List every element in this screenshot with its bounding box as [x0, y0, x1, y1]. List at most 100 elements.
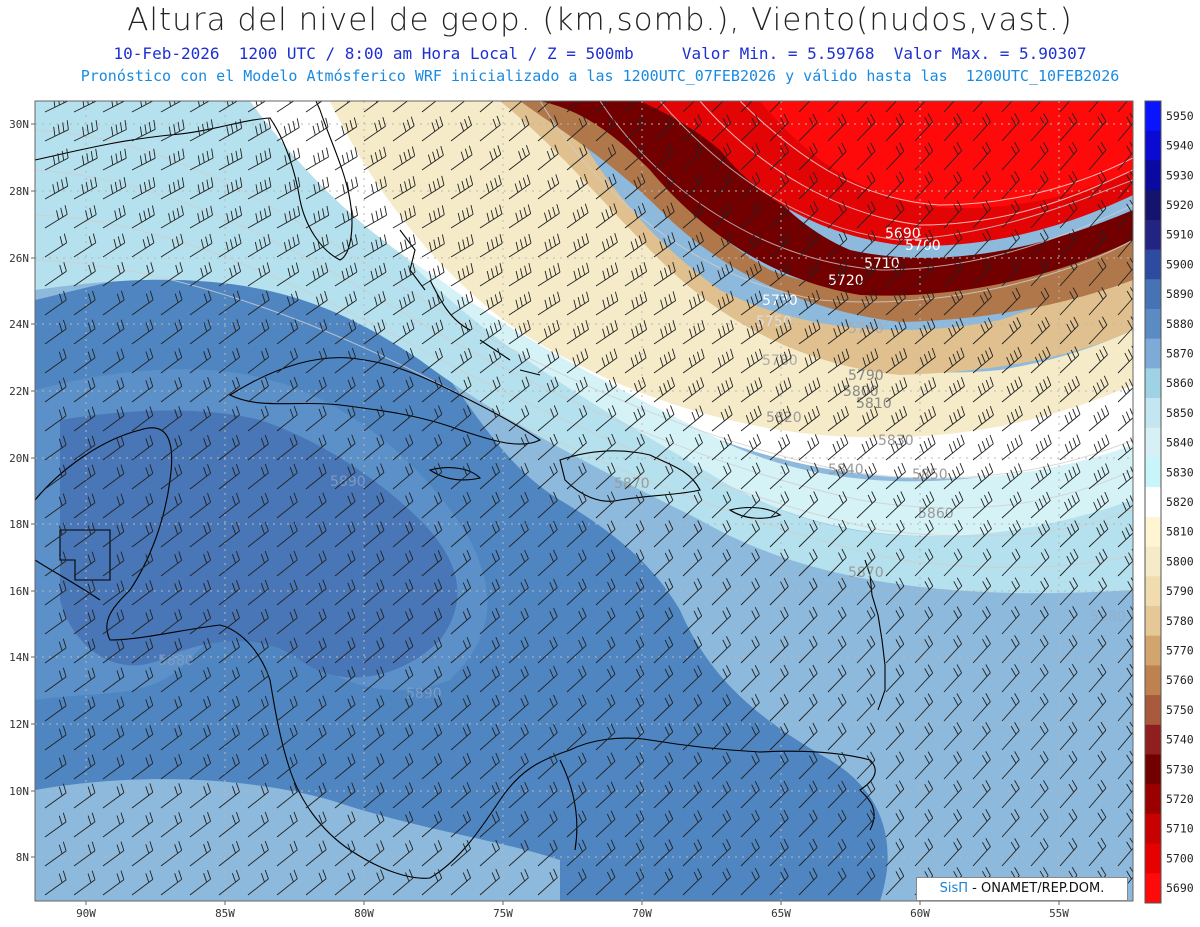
- wind-barb: [943, 101, 955, 113]
- wind-barb: [1088, 692, 1107, 722]
- wind-barb: [711, 462, 732, 490]
- wind-barb: [972, 347, 994, 374]
- wind-barb: [711, 348, 734, 374]
- wind-barb: [479, 262, 503, 287]
- wind-barb: [624, 320, 648, 345]
- latitude-labels: 30N 28N 26N 24N 22N 20N 18N 16N 14N 12N …: [9, 118, 29, 864]
- wind-barb: [624, 578, 645, 606]
- cyan-band: [35, 101, 1133, 594]
- wind-barb: [363, 637, 385, 664]
- wind-barb: [856, 318, 878, 345]
- wind-barb: [189, 435, 212, 461]
- wind-barb: [421, 175, 445, 200]
- wind-barb: [885, 635, 905, 664]
- wind-barb: [972, 405, 994, 432]
- wind-barb: [624, 232, 647, 258]
- wind-barb: [247, 376, 269, 403]
- wind-barb: [1059, 141, 1078, 171]
- wind-barb: [798, 462, 819, 490]
- wind-barb: [827, 635, 847, 664]
- wind-barb: [769, 230, 791, 258]
- wind-barb: [566, 781, 587, 809]
- lon-ticks: [85, 901, 1060, 905]
- colorbar-swatch: [1145, 546, 1161, 577]
- wind-barb: [972, 693, 991, 722]
- wind-barb: [769, 405, 791, 432]
- lon-label: 55W: [1049, 907, 1069, 920]
- wind-barb: [682, 810, 703, 838]
- wind-barb: [421, 695, 443, 722]
- wind-barb: [1001, 142, 1020, 171]
- wind-barb: [827, 405, 849, 432]
- wind-barb: [972, 113, 991, 142]
- wind-barb: [624, 839, 645, 867]
- wind-barb: [914, 751, 934, 780]
- wind-barb: [508, 694, 529, 722]
- wind-barb: [334, 117, 358, 142]
- wind-barb: [1030, 346, 1051, 374]
- wind-barb: [305, 262, 329, 287]
- wind-barb: [479, 781, 500, 809]
- wind-barb: [218, 840, 240, 867]
- wind-barb: [1001, 751, 1020, 780]
- colorbar-label: 5890: [1166, 287, 1194, 301]
- colorbar-label: 5740: [1166, 733, 1194, 747]
- wind-barb: [798, 101, 811, 113]
- wind-barb: [131, 148, 156, 171]
- wind-barb: [1088, 520, 1109, 548]
- contour-label: 5820: [766, 410, 802, 426]
- model-info: Pronóstico con el Modelo Atmósferico WRF…: [80, 67, 1120, 85]
- wind-barb: [218, 608, 240, 635]
- wind-barb: [334, 666, 356, 693]
- wind-barb: [914, 229, 934, 258]
- wind-barb: [247, 492, 269, 519]
- wind-barb: [276, 666, 298, 693]
- colorbar-label: 5770: [1166, 644, 1194, 658]
- wind-barb: [1117, 408, 1133, 432]
- wind-barb: [595, 348, 618, 374]
- wind-barb: [769, 290, 792, 316]
- wind-barb: [508, 549, 529, 577]
- wind-barb: [392, 463, 414, 490]
- wind-barb: [682, 377, 705, 403]
- wind-barb: [392, 291, 415, 316]
- wind-barb: [160, 205, 184, 229]
- colorbar-swatch: [1145, 427, 1161, 458]
- wind-barb: [131, 435, 154, 461]
- wind-barb: [1088, 434, 1110, 461]
- colorbar-swatch: [1145, 724, 1161, 755]
- brown-band: [500, 101, 1133, 322]
- wind-barb: [305, 492, 327, 519]
- wind-barb: [943, 519, 963, 548]
- wind-barb: [856, 171, 876, 200]
- wind-barb: [421, 521, 443, 548]
- wind-barb: [1059, 721, 1078, 751]
- wind-barb: [595, 232, 618, 258]
- wind-barb: [421, 347, 443, 374]
- wind-barb: [856, 635, 876, 664]
- wind-barb: [305, 579, 327, 606]
- wind-barb: [595, 291, 619, 316]
- contour-label: 5790: [848, 368, 884, 384]
- wind-barb: [102, 148, 127, 171]
- wind-barb: [595, 144, 617, 171]
- wind-barb: [798, 491, 819, 519]
- wind-barb: [653, 578, 674, 606]
- wind-barb: [624, 433, 645, 461]
- wind-barb: [73, 812, 96, 838]
- wind-barb: [1001, 520, 1022, 548]
- wind-barb: [363, 116, 386, 142]
- wind-barb: [131, 290, 154, 316]
- wind-barb: [856, 693, 876, 722]
- wind-barb: [131, 464, 154, 490]
- wind-barb: [827, 462, 848, 490]
- wind-barb: [943, 751, 962, 780]
- wind-barb: [102, 120, 127, 142]
- contour-labels: 5690 5700 5710 5720 5730 5750 5760 5780 …: [158, 226, 1126, 702]
- wind-barb: [247, 521, 269, 548]
- wind-barb: [305, 753, 327, 780]
- wind-barb: [160, 233, 184, 258]
- colorbar-label: 5690: [1166, 881, 1194, 895]
- wind-barb: [624, 694, 645, 722]
- wind-barb: [479, 578, 500, 606]
